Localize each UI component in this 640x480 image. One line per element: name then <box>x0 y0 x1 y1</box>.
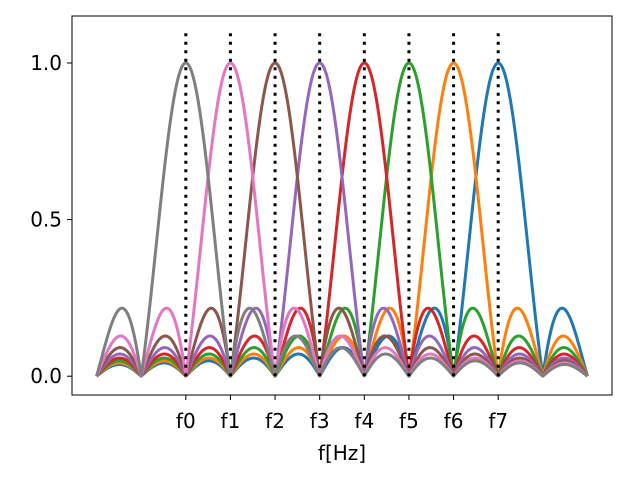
y-tick-label: 0.0 <box>30 364 62 388</box>
series-line-f3 <box>95 61 589 378</box>
y-tick-label: 0.5 <box>30 208 62 232</box>
series-line-f4 <box>95 61 589 378</box>
y-tick-label: 1.0 <box>30 51 62 75</box>
series-line-f0 <box>95 61 589 378</box>
x-axis: f0 f1 f2 f3 f4 f5 f6 f7 <box>176 395 508 433</box>
x-tick-label: f7 <box>488 409 508 433</box>
x-tick-label: f5 <box>399 409 419 433</box>
curves-group <box>95 61 589 378</box>
x-axis-label: f[Hz] <box>318 441 366 465</box>
series-line-f1 <box>95 61 589 378</box>
series-line-f7 <box>95 61 589 378</box>
x-tick-label: f3 <box>310 409 330 433</box>
y-axis: 0.0 0.5 1.0 <box>30 51 72 388</box>
series-line-f5 <box>95 61 589 378</box>
marker-lines-group <box>184 31 500 377</box>
x-tick-label: f1 <box>221 409 241 433</box>
series-line-f6 <box>95 61 589 378</box>
x-tick-label: f6 <box>444 409 464 433</box>
plot-frame <box>71 15 613 396</box>
x-tick-label: f0 <box>176 409 196 433</box>
series-line-f2 <box>95 61 589 378</box>
x-tick-label: f2 <box>265 409 285 433</box>
x-tick-label: f4 <box>354 409 374 433</box>
